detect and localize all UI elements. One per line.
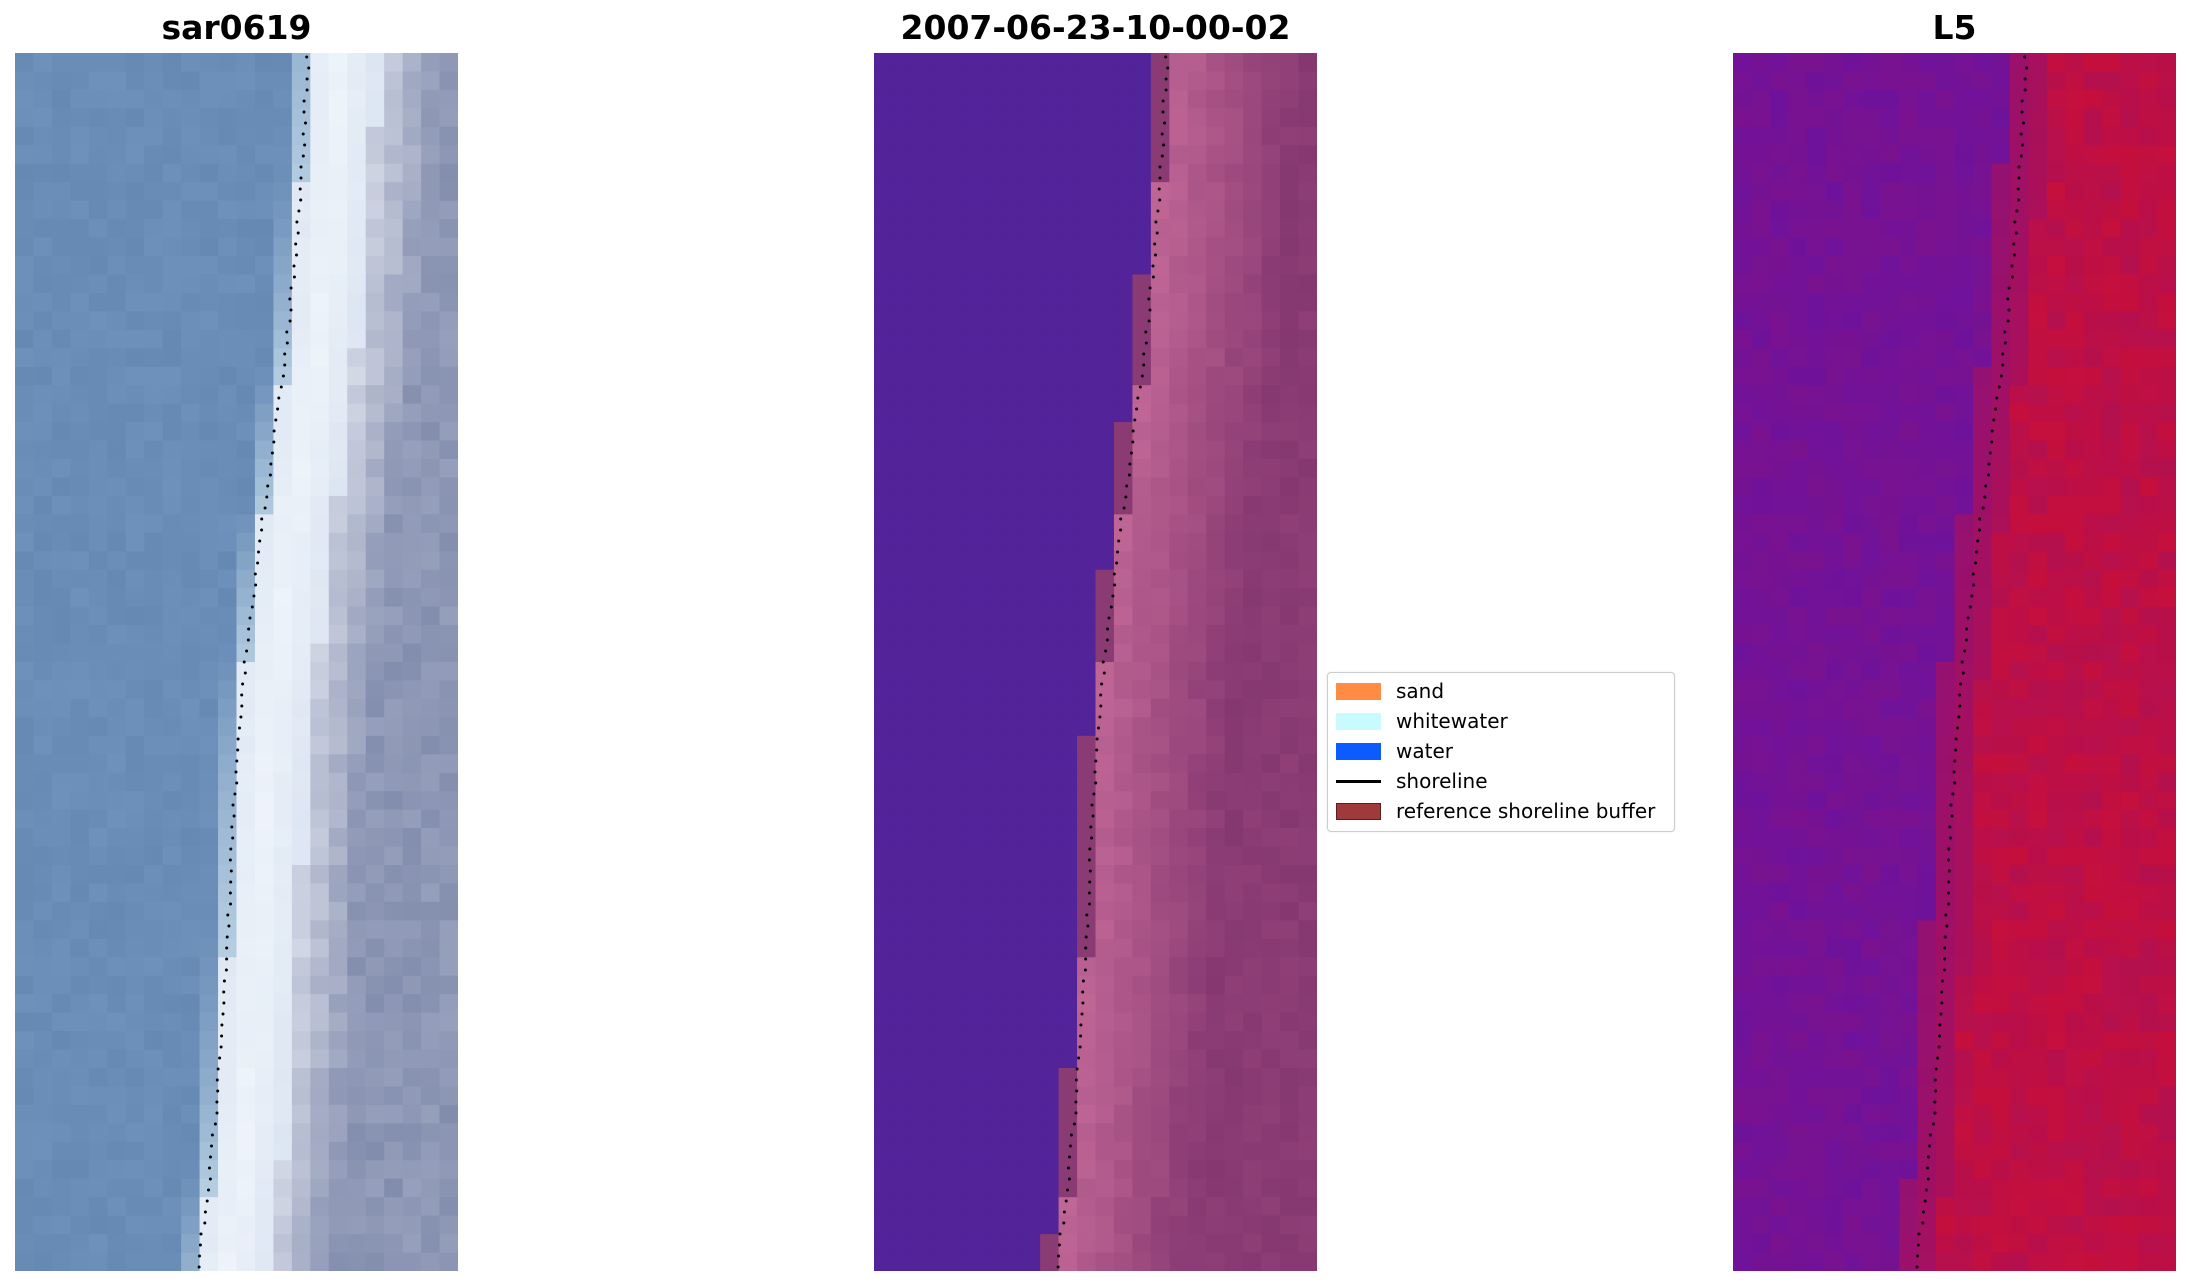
legend-label-sand: sand xyxy=(1396,679,1445,703)
classification-image-panel xyxy=(874,53,1317,1271)
legend-item-reference-buffer: reference shoreline buffer xyxy=(1328,795,1674,825)
legend-item-sand: sand xyxy=(1328,675,1674,705)
index-image-panel xyxy=(1733,53,2176,1271)
index-image xyxy=(1733,53,2176,1271)
legend-item-whitewater: whitewater xyxy=(1328,705,1674,735)
legend-label-reference-buffer: reference shoreline buffer xyxy=(1396,799,1656,823)
rgb-image-panel xyxy=(15,53,458,1271)
legend-label-water: water xyxy=(1396,739,1453,763)
shoreline-points xyxy=(197,55,311,1269)
whitewater-swatch xyxy=(1336,713,1381,730)
water-swatch xyxy=(1336,743,1381,760)
legend: sand whitewater water shoreline referenc… xyxy=(1327,672,1675,832)
panel-title-classification: 2007-06-23-10-00-02 xyxy=(900,8,1291,47)
legend-item-shoreline: shoreline xyxy=(1328,765,1674,795)
legend-label-whitewater: whitewater xyxy=(1396,709,1508,733)
panel-title-index: L5 xyxy=(1932,8,1977,47)
legend-label-shoreline: shoreline xyxy=(1396,769,1488,793)
classification-image xyxy=(874,53,1317,1271)
reference-buffer-swatch xyxy=(1336,803,1381,820)
shoreline-line-swatch xyxy=(1336,780,1381,783)
legend-item-water: water xyxy=(1328,735,1674,765)
shoreline-points xyxy=(1056,55,1170,1269)
panel-title-rgb: sar0619 xyxy=(161,8,312,47)
sand-swatch xyxy=(1336,683,1381,700)
rgb-image xyxy=(15,53,458,1271)
shoreline-points xyxy=(1915,55,2029,1269)
